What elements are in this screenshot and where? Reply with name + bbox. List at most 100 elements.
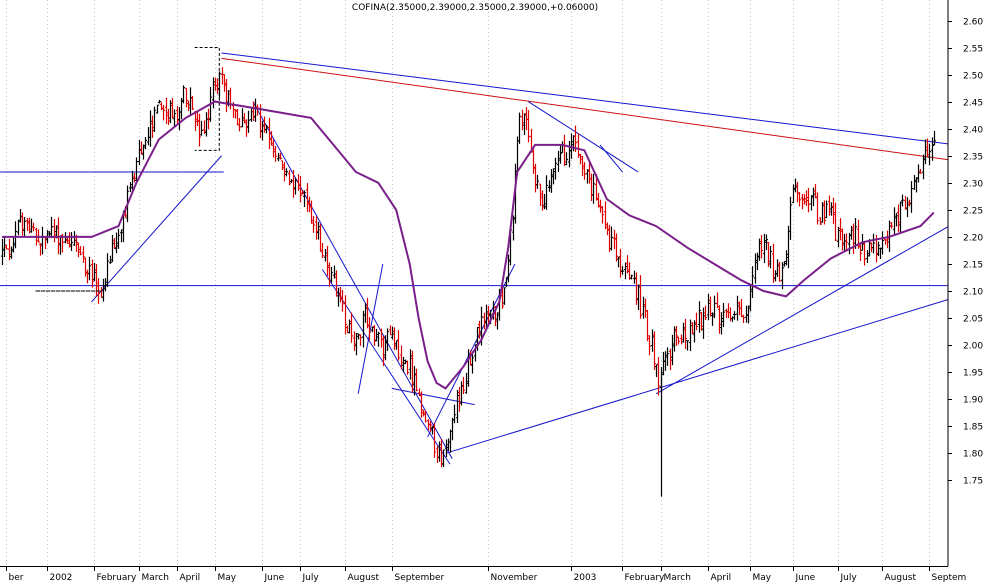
- price-bar: [786, 225, 791, 269]
- price-bar: [112, 238, 117, 249]
- price-bar: [880, 231, 885, 255]
- price-bar: [85, 269, 90, 284]
- price-bar: [748, 285, 753, 312]
- price-bar: [354, 332, 359, 356]
- price-bar: [347, 319, 352, 334]
- price-bar: [750, 266, 755, 298]
- price-bar: [719, 312, 724, 335]
- price-bar: [119, 229, 124, 243]
- price-bar: [177, 107, 182, 131]
- price-bar: [547, 180, 552, 192]
- price-bar: [16, 219, 21, 236]
- price-bar: [788, 196, 793, 240]
- price-bar: [614, 233, 619, 262]
- price-bar: [29, 218, 34, 233]
- x-tick-label: July: [840, 573, 858, 582]
- price-bar: [450, 417, 455, 441]
- price-bar: [105, 253, 110, 287]
- price-bar: [296, 174, 301, 191]
- price-bar: [31, 222, 36, 232]
- price-bar: [511, 215, 516, 241]
- x-tick-label: September: [395, 573, 445, 582]
- price-bar: [780, 262, 785, 290]
- price-bar: [287, 170, 292, 186]
- y-tick-label: 2.05: [963, 315, 983, 325]
- price-bar: [9, 246, 14, 259]
- price-bar: [403, 359, 408, 365]
- price-bar: [871, 233, 876, 254]
- price-bar: [356, 333, 361, 340]
- price-bar: [753, 253, 758, 284]
- price-bar: [2, 235, 7, 258]
- price-bar: [878, 247, 883, 259]
- price-bar: [636, 284, 641, 310]
- price-bar: [87, 256, 92, 281]
- price-bar: [284, 168, 289, 177]
- price-bar: [157, 99, 162, 104]
- price-bar: [914, 177, 919, 193]
- price-bar: [827, 195, 832, 216]
- price-bar: [186, 100, 191, 112]
- price-bar: [741, 314, 746, 323]
- price-bar: [681, 322, 686, 343]
- price-bar: [340, 289, 345, 312]
- price-bar: [806, 188, 811, 213]
- price-bar: [833, 202, 838, 242]
- price-bar: [464, 372, 469, 394]
- trendline: [321, 269, 451, 465]
- price-bar: [276, 152, 281, 162]
- price-bar: [103, 278, 108, 292]
- price-bar: [916, 164, 921, 183]
- x-tick-label: August: [885, 573, 917, 582]
- price-bar: [172, 109, 177, 127]
- moving-average-line: [2, 100, 935, 390]
- price-bar: [421, 409, 426, 417]
- price-bar: [383, 335, 388, 361]
- price-bar: [739, 299, 744, 318]
- price-bar: [90, 259, 95, 288]
- price-bar: [132, 172, 137, 183]
- price-bar: [40, 226, 45, 255]
- y-tick-label: 2.00: [963, 342, 983, 352]
- price-bar: [13, 221, 18, 249]
- price-bar: [907, 199, 912, 207]
- price-bar: [282, 162, 287, 182]
- price-bar: [517, 112, 522, 144]
- x-tick-label: Septem: [932, 573, 967, 582]
- price-bar: [582, 162, 587, 180]
- price-bar: [190, 96, 195, 110]
- price-bar: [394, 340, 399, 350]
- y-tick-label: 2.10: [963, 288, 983, 298]
- price-bar: [773, 270, 778, 282]
- price-bar: [76, 242, 81, 258]
- price-bar: [580, 156, 585, 177]
- price-bar: [92, 262, 97, 282]
- price-bar: [603, 201, 608, 230]
- price-bar: [782, 261, 787, 267]
- price-bar: [701, 307, 706, 339]
- price-bar: [771, 243, 776, 283]
- price-bar: [824, 200, 829, 219]
- price-bar: [706, 293, 711, 321]
- price-bar: [101, 278, 106, 302]
- price-bar: [370, 326, 375, 333]
- price-bar: [349, 312, 354, 343]
- price-bar: [844, 233, 849, 252]
- price-bar: [932, 130, 937, 146]
- price-bar: [620, 265, 625, 275]
- price-bar: [708, 296, 713, 317]
- price-bar: [690, 322, 695, 335]
- price-bar: [455, 390, 460, 424]
- price-bar: [865, 250, 870, 263]
- x-tick-label: 2003: [574, 573, 597, 582]
- trendline: [91, 155, 222, 303]
- price-bar: [67, 232, 72, 248]
- price-bar: [632, 270, 637, 284]
- y-tick-label: 1.75: [963, 477, 983, 487]
- price-bar: [930, 137, 935, 161]
- price-bar: [674, 325, 679, 347]
- price-bar: [683, 318, 688, 350]
- price-bar: [452, 404, 457, 424]
- price-bar: [838, 218, 843, 241]
- price-bar: [25, 217, 30, 231]
